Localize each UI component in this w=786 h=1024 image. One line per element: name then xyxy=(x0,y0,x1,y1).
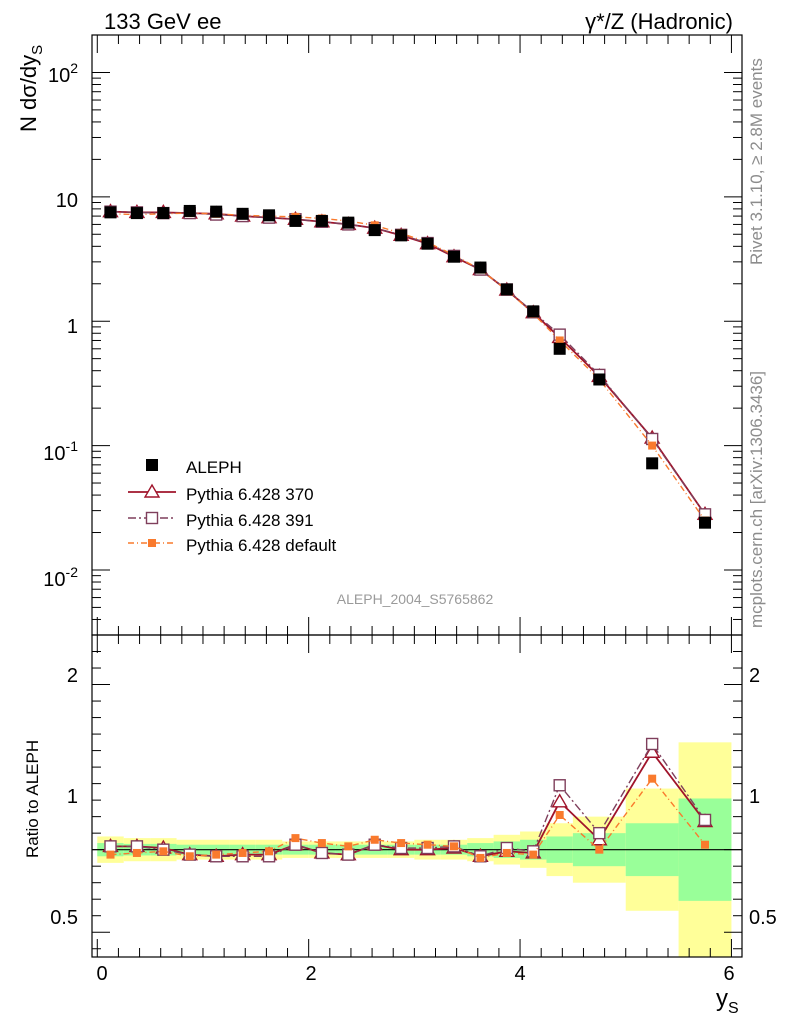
ratio-point-p391-17 xyxy=(553,779,566,792)
main-y-axis-title: N dσ/dyS xyxy=(16,45,46,132)
ratio-point-pdef-12 xyxy=(423,840,432,849)
ratio-point-pdef-16 xyxy=(529,850,538,859)
ratio-point-p391-20 xyxy=(698,813,712,827)
point-data-13 xyxy=(447,250,460,263)
point-data-11 xyxy=(395,229,408,242)
ratio-point-p391-9 xyxy=(342,848,355,861)
x-tick-labels: 0 2 4 6 xyxy=(96,963,734,985)
point-data-20 xyxy=(699,516,712,529)
ratio-point-pdef-1 xyxy=(132,848,141,857)
ratio-point-pdef-9 xyxy=(344,842,353,851)
ratio-point-p370-17 xyxy=(551,793,568,808)
x-tick-label-0: 0 xyxy=(96,963,107,985)
ratio-point-pdef-13 xyxy=(449,842,458,851)
ratio-point-pdef-15 xyxy=(502,848,511,857)
ratio-point-pdef-4 xyxy=(212,850,221,859)
legend-marker-p391 xyxy=(145,511,159,525)
y-tick-label-1: 1 xyxy=(67,316,78,338)
legend-label-aleph: ALEPH xyxy=(186,458,242,477)
legend-label-370: Pythia 6.428 370 xyxy=(186,485,314,504)
x-tick-label-2: 2 xyxy=(305,963,316,985)
ratio-point-pdef-6 xyxy=(265,847,274,856)
point-data-17 xyxy=(553,342,566,355)
ratio-point-pdef-8 xyxy=(317,839,326,848)
legend-label-default: Pythia 6.428 default xyxy=(186,536,337,555)
point-data-3 xyxy=(183,204,196,217)
ratio-point-pdef-7 xyxy=(291,834,300,843)
ratio-point-pdef-2 xyxy=(159,847,168,856)
ratio-y-tick-2-left: 2 xyxy=(67,665,78,687)
ratio-point-pdef-19 xyxy=(648,774,657,783)
line-p391 xyxy=(110,210,706,515)
ratio-point-p391-18 xyxy=(593,826,606,840)
point-data-5 xyxy=(236,207,249,220)
ratio-point-pdef-10 xyxy=(370,835,379,844)
legend: ALEPH Pythia 6.428 370 Pythia 6.428 391 … xyxy=(128,458,337,555)
ratio-point-pdef-14 xyxy=(476,853,485,862)
y-tick-label-10: 10 xyxy=(56,190,78,212)
ratio-point-pdef-17 xyxy=(555,810,564,819)
point-data-4 xyxy=(210,205,223,218)
legend-label-391: Pythia 6.428 391 xyxy=(186,511,314,530)
ratio-y-tick-labels: 0.5 1 2 0.5 1 2 xyxy=(50,665,777,929)
ratio-point-pdef-5 xyxy=(238,848,247,857)
mcplots-label: mcplots.cern.ch [arXiv:1306.3436] xyxy=(747,371,766,628)
ratio-point-pdef-18 xyxy=(595,845,604,854)
point-data-6 xyxy=(263,209,276,222)
ratio-point-pdef-0 xyxy=(106,850,115,859)
point-data-16 xyxy=(527,305,540,318)
ratio-y-tick-2-right: 2 xyxy=(749,665,760,687)
y-tick-label-1e-2: 10-2 xyxy=(43,564,78,591)
ratio-point-pdef-11 xyxy=(397,839,406,848)
legend-marker-data xyxy=(146,459,158,471)
point-data-8 xyxy=(315,214,328,227)
point-data-2 xyxy=(157,207,170,220)
ratio-y-tick-0.5-left: 0.5 xyxy=(50,907,78,929)
analysis-watermark: ALEPH_2004_S5765862 xyxy=(337,591,494,607)
point-data-7 xyxy=(289,214,302,227)
ratio-point-p391-0 xyxy=(104,840,117,853)
y-tick-label-1e2: 102 xyxy=(48,60,78,87)
point-data-9 xyxy=(342,216,355,229)
point-data-19 xyxy=(646,457,659,470)
rivet-version-label: Rivet 3.1.10, ≥ 2.8M events xyxy=(747,58,766,265)
header-right: γ*/Z (Hadronic) xyxy=(585,9,733,34)
point-data-14 xyxy=(474,261,487,274)
x-tick-label-6: 6 xyxy=(723,963,734,985)
main-series xyxy=(102,203,714,529)
point-data-15 xyxy=(500,283,513,296)
point-pdef-17 xyxy=(555,336,564,345)
ratio-y-axis-title: Ratio to ALEPH xyxy=(23,740,42,858)
ratio-point-pdef-20 xyxy=(701,840,710,849)
main-y-tick-labels: 10-2 10-1 1 10 102 xyxy=(43,60,78,591)
point-pdef-19 xyxy=(648,441,657,450)
y-tick-label-1e-1: 10-1 xyxy=(43,438,78,465)
point-data-12 xyxy=(421,237,434,250)
ratio-y-tick-0.5-right: 0.5 xyxy=(749,907,777,929)
axis-ticks xyxy=(92,34,742,957)
point-data-1 xyxy=(130,207,143,220)
ratio-point-p391-8 xyxy=(315,846,329,860)
ratio-plot-frame xyxy=(91,634,743,958)
ratio-y-tick-1-right: 1 xyxy=(749,786,760,808)
ratio-y-tick-1-left: 1 xyxy=(67,786,78,808)
ratio-series xyxy=(102,737,714,863)
point-data-18 xyxy=(593,373,606,386)
x-tick-label-4: 4 xyxy=(514,963,525,985)
point-data-10 xyxy=(368,224,381,237)
legend-marker-pdef xyxy=(148,539,156,547)
point-data-0 xyxy=(104,206,117,219)
header-left: 133 GeV ee xyxy=(104,9,221,34)
ratio-point-p391-19 xyxy=(645,737,659,751)
x-axis-title: yS xyxy=(716,985,739,1017)
legend-marker-p370 xyxy=(143,483,161,498)
ratio-point-pdef-3 xyxy=(185,852,194,861)
